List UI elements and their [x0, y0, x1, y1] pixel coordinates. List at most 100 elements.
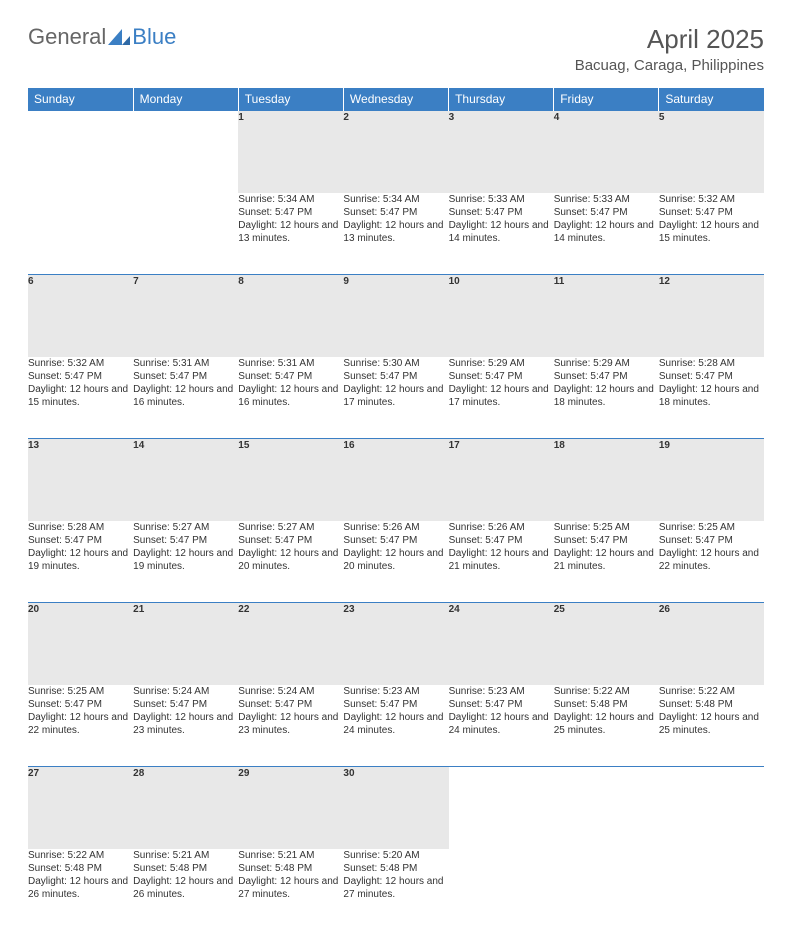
day-cell: Sunrise: 5:21 AMSunset: 5:48 PMDaylight:…: [133, 849, 238, 931]
day-number: 26: [659, 603, 764, 685]
sunset-text: Sunset: 5:47 PM: [449, 698, 554, 711]
weekday-header: Wednesday: [343, 88, 448, 111]
sunrise-text: Sunrise: 5:25 AM: [554, 521, 659, 534]
daylight-text: Daylight: 12 hours and 18 minutes.: [554, 383, 659, 409]
weekday-header: Saturday: [659, 88, 764, 111]
day-number-row: 27282930: [28, 767, 764, 849]
daylight-text: Daylight: 12 hours and 26 minutes.: [28, 875, 133, 901]
sunrise-text: Sunrise: 5:26 AM: [449, 521, 554, 534]
day-number: 12: [659, 275, 764, 357]
sunrise-text: Sunrise: 5:22 AM: [28, 849, 133, 862]
day-cell-empty: [554, 849, 659, 931]
sunset-text: Sunset: 5:47 PM: [133, 698, 238, 711]
day-number: 2: [343, 111, 448, 193]
weekday-header: Tuesday: [238, 88, 343, 111]
sunrise-text: Sunrise: 5:26 AM: [343, 521, 448, 534]
sunset-text: Sunset: 5:47 PM: [343, 534, 448, 547]
sunset-text: Sunset: 5:48 PM: [659, 698, 764, 711]
day-number: 9: [343, 275, 448, 357]
day-cell: Sunrise: 5:27 AMSunset: 5:47 PMDaylight:…: [133, 521, 238, 603]
day-cell: Sunrise: 5:22 AMSunset: 5:48 PMDaylight:…: [554, 685, 659, 767]
sunrise-text: Sunrise: 5:31 AM: [238, 357, 343, 370]
sunrise-text: Sunrise: 5:23 AM: [343, 685, 448, 698]
daylight-text: Daylight: 12 hours and 17 minutes.: [343, 383, 448, 409]
title-block: April 2025 Bacuag, Caraga, Philippines: [575, 24, 764, 74]
sunset-text: Sunset: 5:48 PM: [554, 698, 659, 711]
day-cell: Sunrise: 5:28 AMSunset: 5:47 PMDaylight:…: [659, 357, 764, 439]
sunset-text: Sunset: 5:47 PM: [28, 698, 133, 711]
day-cell: Sunrise: 5:26 AMSunset: 5:47 PMDaylight:…: [343, 521, 448, 603]
month-title: April 2025: [575, 24, 764, 55]
sunrise-text: Sunrise: 5:32 AM: [659, 193, 764, 206]
sunrise-text: Sunrise: 5:25 AM: [28, 685, 133, 698]
day-cell: Sunrise: 5:23 AMSunset: 5:47 PMDaylight:…: [343, 685, 448, 767]
sunset-text: Sunset: 5:47 PM: [449, 370, 554, 383]
sunrise-text: Sunrise: 5:25 AM: [659, 521, 764, 534]
day-cell: Sunrise: 5:25 AMSunset: 5:47 PMDaylight:…: [554, 521, 659, 603]
day-cell: Sunrise: 5:32 AMSunset: 5:47 PMDaylight:…: [659, 193, 764, 275]
day-number: 3: [449, 111, 554, 193]
sunset-text: Sunset: 5:47 PM: [343, 206, 448, 219]
day-cell: Sunrise: 5:24 AMSunset: 5:47 PMDaylight:…: [133, 685, 238, 767]
daylight-text: Daylight: 12 hours and 27 minutes.: [343, 875, 448, 901]
sunrise-text: Sunrise: 5:21 AM: [238, 849, 343, 862]
day-cell: Sunrise: 5:26 AMSunset: 5:47 PMDaylight:…: [449, 521, 554, 603]
day-number: 5: [659, 111, 764, 193]
day-cell: Sunrise: 5:20 AMSunset: 5:48 PMDaylight:…: [343, 849, 448, 931]
day-cell: Sunrise: 5:30 AMSunset: 5:47 PMDaylight:…: [343, 357, 448, 439]
page-header: General Blue April 2025 Bacuag, Caraga, …: [28, 24, 764, 74]
day-detail-row: Sunrise: 5:22 AMSunset: 5:48 PMDaylight:…: [28, 849, 764, 931]
day-number: 6: [28, 275, 133, 357]
daylight-text: Daylight: 12 hours and 24 minutes.: [449, 711, 554, 737]
day-cell: Sunrise: 5:22 AMSunset: 5:48 PMDaylight:…: [659, 685, 764, 767]
day-cell: Sunrise: 5:31 AMSunset: 5:47 PMDaylight:…: [133, 357, 238, 439]
day-number: 25: [554, 603, 659, 685]
sunrise-text: Sunrise: 5:31 AM: [133, 357, 238, 370]
sunset-text: Sunset: 5:47 PM: [343, 698, 448, 711]
day-number: 16: [343, 439, 448, 521]
day-number: 23: [343, 603, 448, 685]
sunrise-text: Sunrise: 5:22 AM: [659, 685, 764, 698]
day-number: 4: [554, 111, 659, 193]
sunset-text: Sunset: 5:47 PM: [343, 370, 448, 383]
sunrise-text: Sunrise: 5:30 AM: [343, 357, 448, 370]
sunrise-text: Sunrise: 5:29 AM: [449, 357, 554, 370]
day-cell: Sunrise: 5:29 AMSunset: 5:47 PMDaylight:…: [449, 357, 554, 439]
day-number: 18: [554, 439, 659, 521]
sunset-text: Sunset: 5:47 PM: [133, 370, 238, 383]
day-number: 21: [133, 603, 238, 685]
sunrise-text: Sunrise: 5:27 AM: [133, 521, 238, 534]
day-cell: Sunrise: 5:25 AMSunset: 5:47 PMDaylight:…: [659, 521, 764, 603]
sunrise-text: Sunrise: 5:21 AM: [133, 849, 238, 862]
day-cell: Sunrise: 5:29 AMSunset: 5:47 PMDaylight:…: [554, 357, 659, 439]
day-number: 28: [133, 767, 238, 849]
sunset-text: Sunset: 5:47 PM: [659, 370, 764, 383]
sunrise-text: Sunrise: 5:27 AM: [238, 521, 343, 534]
calendar-table: SundayMondayTuesdayWednesdayThursdayFrid…: [28, 88, 764, 931]
brand-part1: General: [28, 24, 106, 50]
daylight-text: Daylight: 12 hours and 15 minutes.: [28, 383, 133, 409]
daylight-text: Daylight: 12 hours and 14 minutes.: [554, 219, 659, 245]
day-number: 24: [449, 603, 554, 685]
day-number-row: 12345: [28, 111, 764, 193]
sunrise-text: Sunrise: 5:33 AM: [449, 193, 554, 206]
day-cell: Sunrise: 5:32 AMSunset: 5:47 PMDaylight:…: [28, 357, 133, 439]
day-cell: Sunrise: 5:28 AMSunset: 5:47 PMDaylight:…: [28, 521, 133, 603]
daylight-text: Daylight: 12 hours and 18 minutes.: [659, 383, 764, 409]
daylight-text: Daylight: 12 hours and 20 minutes.: [343, 547, 448, 573]
brand-part2: Blue: [132, 24, 176, 50]
day-cell-empty: [659, 849, 764, 931]
day-number: 27: [28, 767, 133, 849]
sunrise-text: Sunrise: 5:24 AM: [238, 685, 343, 698]
day-detail-row: Sunrise: 5:34 AMSunset: 5:47 PMDaylight:…: [28, 193, 764, 275]
day-number-empty: [28, 111, 133, 193]
daylight-text: Daylight: 12 hours and 19 minutes.: [28, 547, 133, 573]
daylight-text: Daylight: 12 hours and 21 minutes.: [449, 547, 554, 573]
day-cell: Sunrise: 5:21 AMSunset: 5:48 PMDaylight:…: [238, 849, 343, 931]
sunset-text: Sunset: 5:47 PM: [659, 206, 764, 219]
sunset-text: Sunset: 5:47 PM: [238, 370, 343, 383]
sunset-text: Sunset: 5:48 PM: [133, 862, 238, 875]
day-number-row: 6789101112: [28, 275, 764, 357]
calendar-head: SundayMondayTuesdayWednesdayThursdayFrid…: [28, 88, 764, 111]
day-cell: Sunrise: 5:23 AMSunset: 5:47 PMDaylight:…: [449, 685, 554, 767]
